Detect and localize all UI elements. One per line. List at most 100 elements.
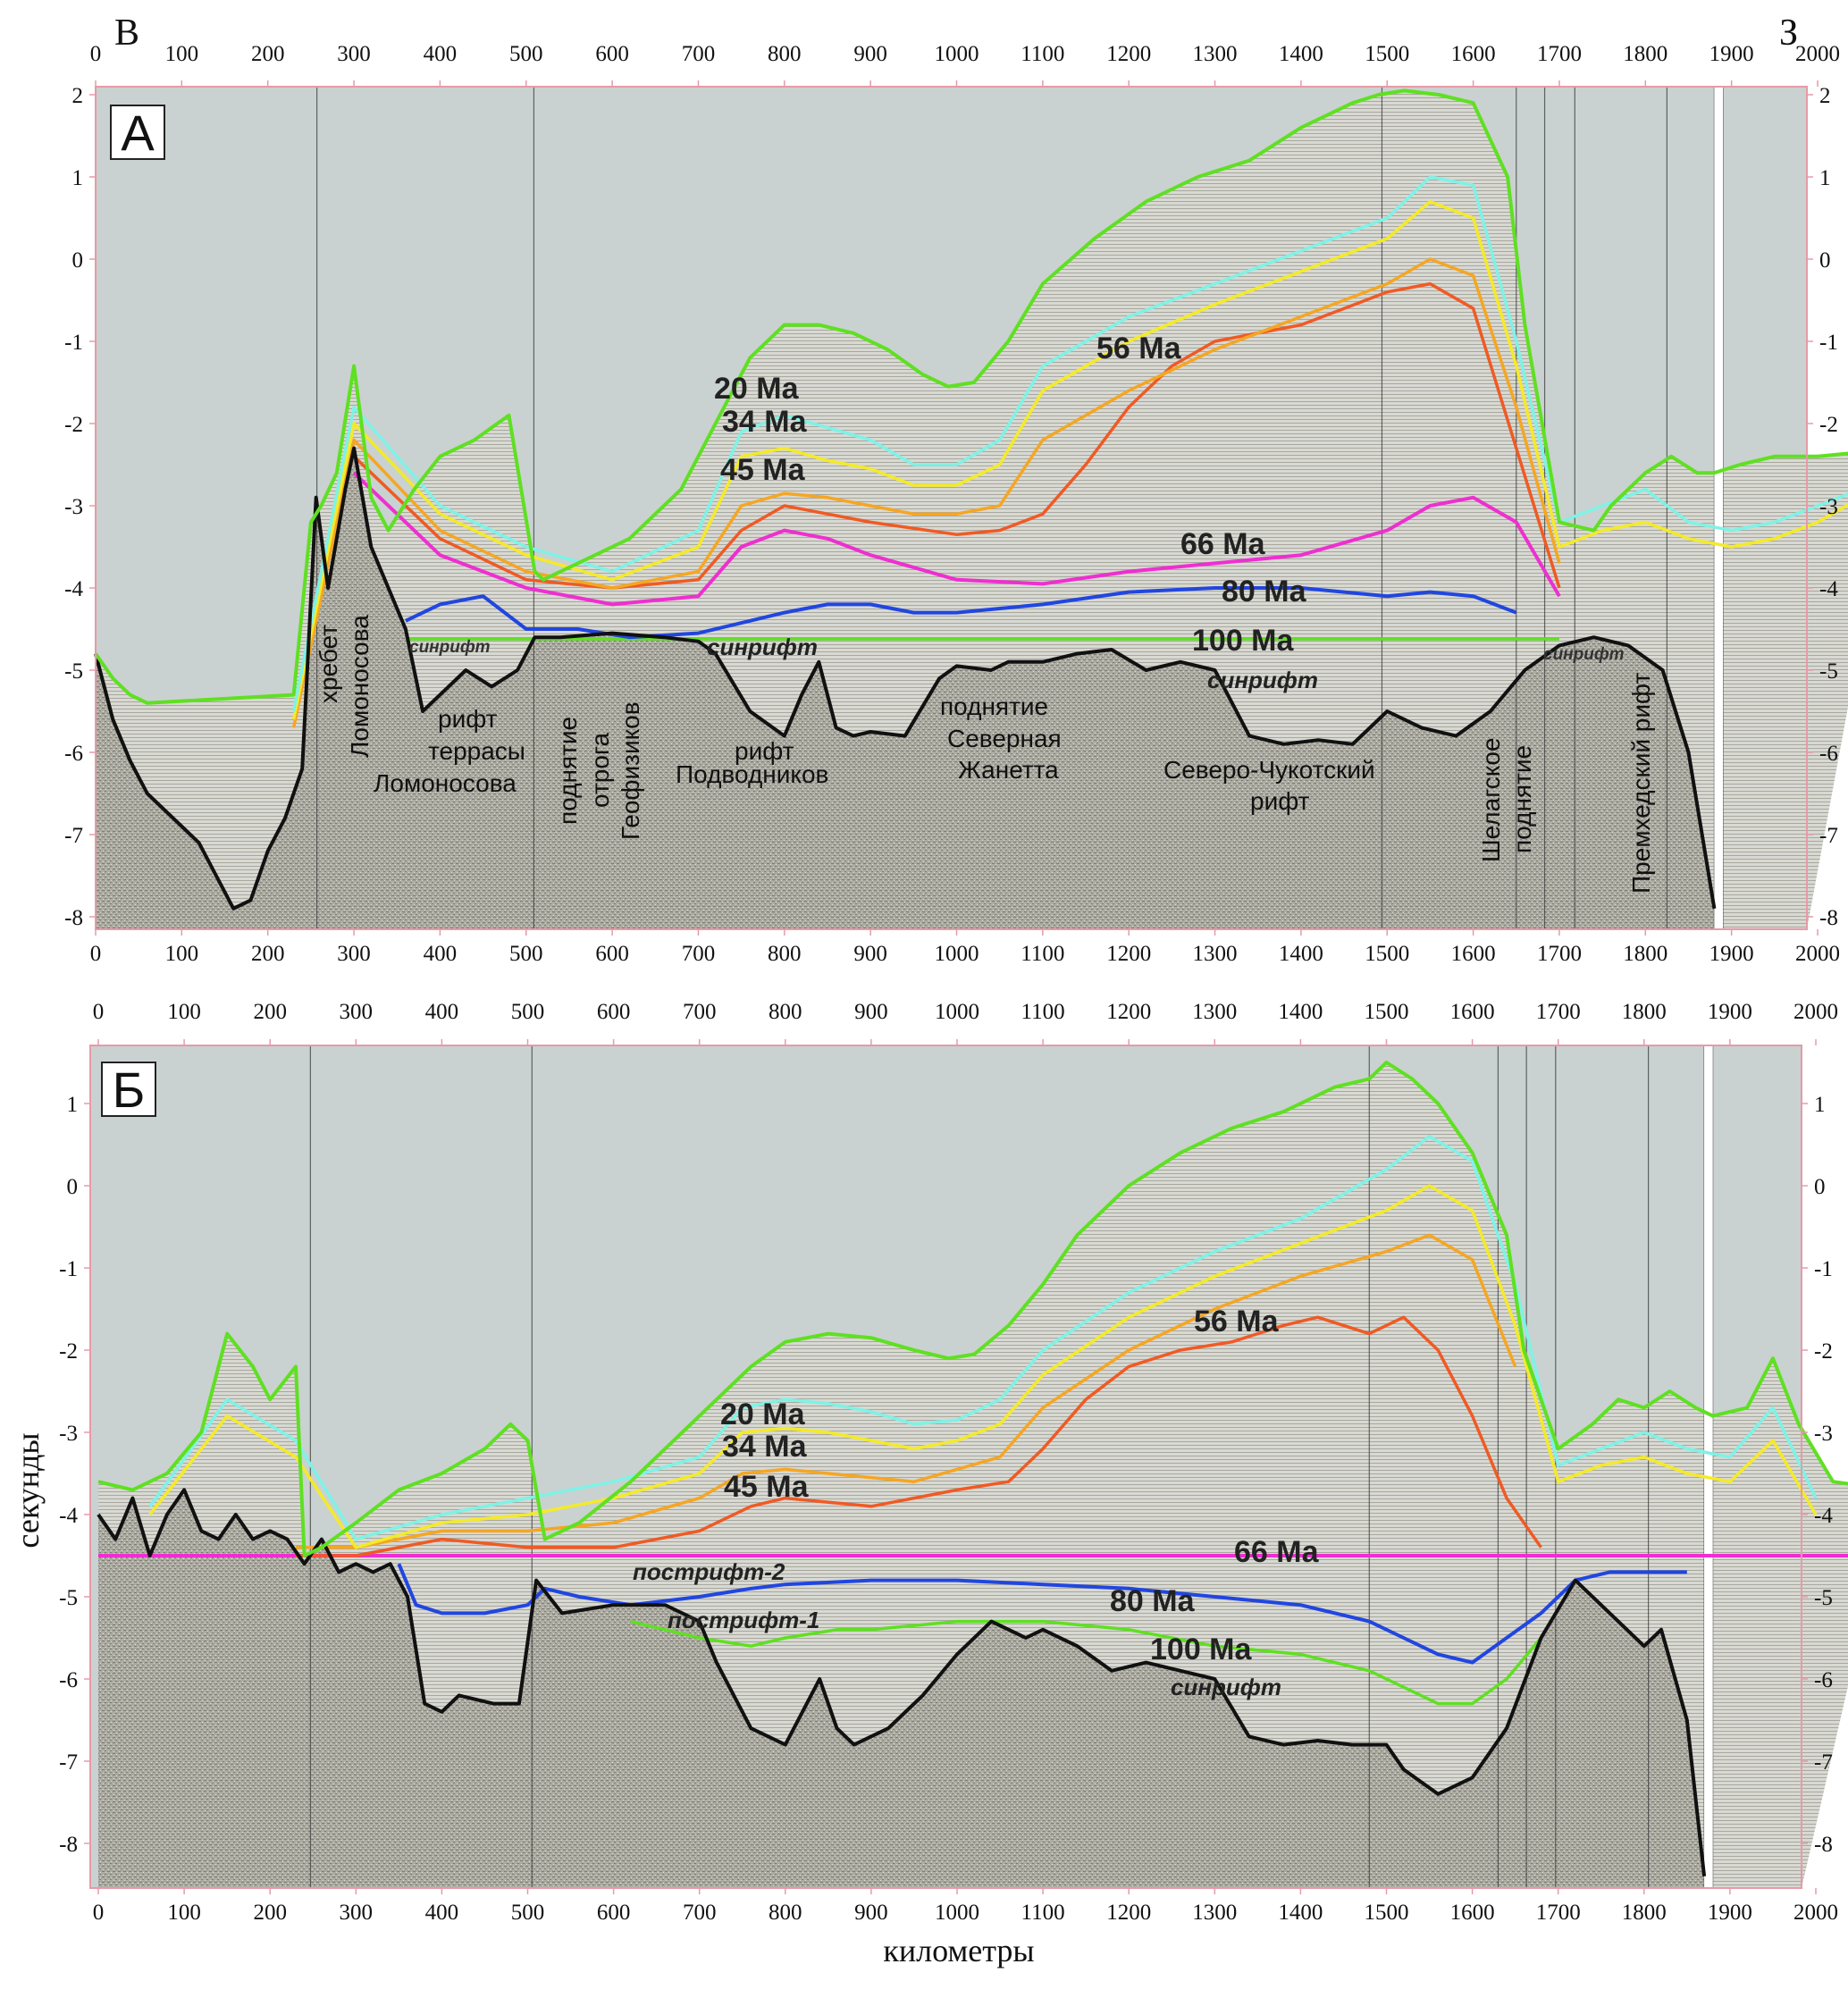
y-tick-label: -6: [1814, 1668, 1833, 1692]
x-tick-label: 1400: [1278, 1901, 1323, 1925]
y-axis-title: секунды: [10, 1432, 46, 1548]
x-tick-label: 1000: [935, 1901, 979, 1925]
label-a-synrift-3: синрифт: [1207, 667, 1318, 693]
horizon-34-ma: [148, 1184, 1818, 1549]
label-b-20ma: 20 Ma: [720, 1397, 806, 1431]
panel-a-horizons: [94, 88, 1848, 911]
x-tick-label: 100: [167, 1901, 201, 1925]
label-b-100ma: 100 Ma: [1150, 1632, 1252, 1666]
y-tick-label: -1: [64, 331, 83, 355]
feature-premkhedsky-rift: Премхедский рифт: [1627, 673, 1655, 894]
x-tick-label: 900: [853, 942, 887, 966]
x-tick-label: 1200: [1106, 1901, 1151, 1925]
x-tick-label: 400: [424, 42, 458, 66]
x-tick-label: 1000: [935, 1000, 979, 1024]
x-tick-label: 1500: [1365, 42, 1409, 66]
panel-a-x-ticks-top: 0 100 200 300 400 500 600 700 800 900 1000 1100 1200…: [90, 42, 1840, 87]
y-tick-label: -3: [1819, 495, 1838, 519]
panel-b: 0 100 200 300 400 500 600 700 800 900 1000 1100 1200…: [59, 1000, 1848, 1925]
y-tick-label: -8: [64, 906, 83, 930]
x-tick-label: 1100: [1021, 42, 1064, 66]
feature-geophysicists-line1: поднятие: [554, 717, 582, 825]
horizon-66-ma: [352, 471, 1561, 607]
x-tick-label: 1300: [1193, 942, 1238, 966]
panel-a-y-ticks-right: 2 1 0 -1 -2 -3 -4 -5 -6 -7 -8: [1807, 84, 1838, 930]
y-tick-label: 1: [67, 1093, 79, 1117]
x-tick-label: 1000: [935, 942, 979, 966]
panel-a-profile-markers: [316, 87, 1724, 929]
x-tick-label: 800: [769, 1901, 802, 1925]
x-tick-label: 1500: [1365, 942, 1409, 966]
panel-a-y-ticks-left: 2 1 0 -1 -2 -3 -4 -5 -6 -7 -8: [64, 84, 96, 930]
x-tick-label: 1900: [1709, 42, 1754, 66]
horizon-basement: [97, 1488, 1707, 1877]
x-tick-label: 1200: [1106, 42, 1151, 66]
label-b-postrift-2: пострифт-2: [633, 1558, 785, 1585]
horizon-basement: [94, 446, 1717, 911]
x-tick-label: 500: [509, 942, 543, 966]
x-tick-label: 1900: [1709, 942, 1754, 966]
panel-b-label-box: [101, 1062, 156, 1117]
label-b-66ma: 66 Ma: [1234, 1535, 1320, 1569]
basement-body: [96, 448, 1807, 930]
x-tick-label: 1200: [1106, 942, 1151, 966]
x-tick-label: 1400: [1279, 42, 1323, 66]
x-tick-label: 500: [511, 1000, 545, 1024]
label-a-66ma: 66 Ma: [1180, 527, 1266, 561]
y-tick-label: -4: [59, 1504, 78, 1528]
horizon-45-ma: [291, 257, 1561, 728]
feature-terrace-rift-line3: Ломоносова: [374, 769, 517, 797]
feature-shelagskoe-line2: поднятие: [1508, 745, 1536, 853]
horizon-45-ma: [296, 1233, 1517, 1549]
y-tick-label: -4: [1819, 577, 1838, 601]
y-tick-label: -4: [1814, 1504, 1833, 1528]
x-tick-label: 1800: [1623, 42, 1667, 66]
x-tick-label: 1800: [1622, 1901, 1667, 1925]
feature-podvodnikov-line1: рифт: [735, 737, 794, 765]
label-a-45ma: 45 Ma: [720, 453, 806, 487]
horizon-seafloor: [97, 1061, 1848, 1557]
feature-podvodnikov-line2: Подводников: [676, 760, 828, 788]
x-tick-label: 1100: [1021, 1000, 1065, 1024]
x-tick-label: 700: [682, 942, 716, 966]
label-b-synrift: синрифт: [1171, 1674, 1281, 1700]
x-tick-label: 0: [90, 942, 102, 966]
x-axis-title: километры: [883, 1933, 1034, 1968]
label-a-100ma: 100 Ma: [1192, 624, 1294, 658]
horizon-80-ma: [405, 586, 1517, 640]
x-tick-label: 900: [854, 1901, 888, 1925]
horizon-seafloor: [94, 88, 1848, 705]
y-tick-label: -8: [1819, 906, 1838, 930]
label-b-56ma: 56 Ma: [1194, 1305, 1280, 1339]
data-gap: [1714, 87, 1724, 929]
y-tick-label: -5: [64, 659, 83, 684]
y-tick-label: -2: [64, 413, 83, 437]
horizon-20-ma: [291, 175, 1848, 712]
feature-terrace-rift-line2: террасы: [428, 737, 525, 765]
y-tick-label: 2: [72, 84, 84, 108]
y-tick-label: 1: [72, 166, 84, 190]
y-tick-label: -7: [64, 824, 83, 848]
y-tick-label: 0: [72, 248, 84, 273]
x-tick-label: 1500: [1365, 1000, 1409, 1024]
x-tick-label: 500: [511, 1901, 545, 1925]
y-tick-label: -3: [59, 1422, 78, 1446]
y-tick-label: 0: [1814, 1175, 1826, 1199]
feature-jeannette-line3: Жанетта: [958, 756, 1059, 784]
x-tick-label: 900: [853, 42, 887, 66]
x-tick-label: 1900: [1708, 1000, 1752, 1024]
label-b-34ma: 34 Ma: [722, 1430, 808, 1464]
y-tick-label: -1: [59, 1257, 78, 1281]
x-tick-label: 1900: [1708, 1901, 1752, 1925]
x-tick-label: 1400: [1279, 942, 1323, 966]
x-tick-label: 1200: [1106, 1000, 1151, 1024]
x-tick-label: 300: [340, 1000, 374, 1024]
x-tick-label: 1500: [1365, 1901, 1409, 1925]
y-tick-label: -5: [1814, 1586, 1833, 1610]
y-tick-label: -2: [59, 1339, 78, 1364]
x-tick-label: 1100: [1021, 942, 1064, 966]
horizon-56-ma: [352, 281, 1561, 590]
x-tick-label: 300: [340, 1901, 374, 1925]
panel-a-label: А: [121, 105, 155, 161]
feature-jeannette-line1: поднятие: [940, 692, 1048, 720]
